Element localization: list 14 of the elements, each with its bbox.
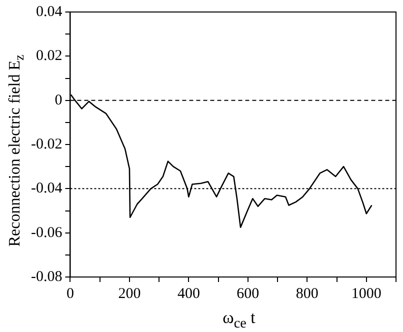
- x-tick-label: 1000: [351, 286, 382, 302]
- y-tick-label: -0.02: [30, 136, 62, 152]
- y-tick-label: -0.04: [30, 180, 63, 197]
- y-tick-label: -0.08: [30, 268, 62, 285]
- x-tick-label: 800: [296, 286, 318, 302]
- y-tick-label: 0.04: [36, 4, 63, 20]
- y-tick-label: 0: [54, 92, 62, 108]
- x-tick-label: 0: [66, 286, 74, 302]
- y-tick-label: 0.02: [36, 48, 62, 64]
- x-tick-label: 600: [236, 286, 260, 302]
- x-tick-label: 400: [177, 286, 200, 302]
- x-axis-title: ω$_{ce}$ t: [222, 308, 256, 332]
- y-tick-label: -0.06: [30, 224, 63, 241]
- x-tick-label: 200: [118, 286, 141, 302]
